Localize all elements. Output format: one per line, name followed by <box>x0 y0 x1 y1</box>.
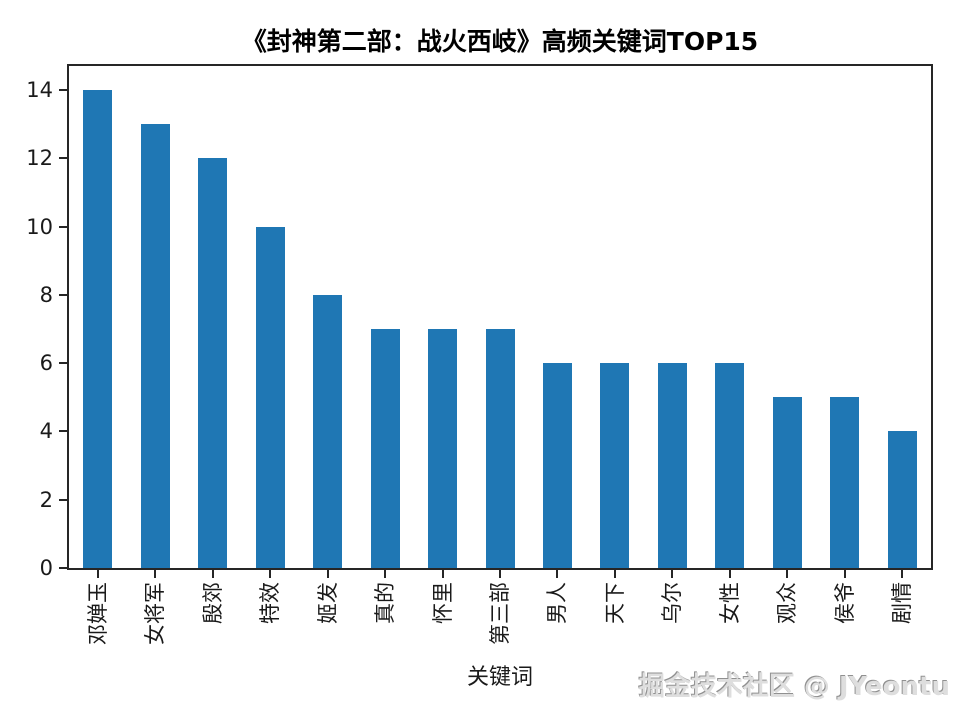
x-tick-label: 天下 <box>602 582 627 624</box>
x-tick-mark <box>786 570 789 578</box>
y-tick-mark <box>59 293 67 296</box>
y-tick-label: 6 <box>39 351 53 376</box>
bar <box>83 89 113 568</box>
x-tick-mark <box>269 570 272 578</box>
x-tick-mark <box>96 570 99 578</box>
y-tick-label: 12 <box>26 146 53 171</box>
x-tick-label: 观众 <box>775 582 800 624</box>
x-axis-label: 关键词 <box>466 665 533 690</box>
x-tick-label: 第三部 <box>488 582 512 645</box>
chart-title: 《封神第二部：战火西岐》高频关键词TOP15 <box>241 27 759 56</box>
bar <box>887 431 917 568</box>
x-tick-label: 男人 <box>545 582 570 624</box>
x-tick-mark <box>843 570 846 578</box>
y-tick-label: 4 <box>39 419 53 444</box>
x-tick-mark <box>901 570 904 578</box>
watermark: 掘金技术社区 @ JYeontu <box>638 672 950 702</box>
y-tick-label: 0 <box>39 556 53 580</box>
x-tick-mark <box>441 570 444 578</box>
bar <box>370 328 400 568</box>
y-tick-label: 10 <box>26 214 53 239</box>
bar <box>255 226 285 568</box>
bar <box>715 363 745 568</box>
x-tick-label: 殷郊 <box>200 582 225 624</box>
x-tick-label: 特效 <box>258 582 283 624</box>
x-tick-mark <box>384 570 387 578</box>
y-tick-mark <box>59 567 67 569</box>
x-tick-label: 真的 <box>373 582 398 624</box>
x-tick-mark <box>728 570 731 578</box>
y-tick-mark <box>59 362 67 365</box>
x-tick-label: 姬发 <box>315 582 340 624</box>
x-tick-mark <box>499 570 501 578</box>
y-tick-mark <box>59 430 67 433</box>
x-tick-mark <box>671 570 674 578</box>
y-tick-label: 8 <box>39 282 53 307</box>
bar <box>485 328 515 568</box>
x-tick-mark <box>556 570 559 578</box>
x-tick-label: 剧情 <box>890 582 915 624</box>
bar <box>657 363 687 568</box>
x-tick-label: 女将军 <box>143 582 168 645</box>
bar <box>830 397 860 568</box>
bar <box>542 363 572 568</box>
x-tick-mark <box>211 570 214 578</box>
bar <box>313 294 343 568</box>
bar <box>428 328 458 568</box>
x-tick-mark <box>154 570 157 578</box>
x-tick-mark <box>613 570 616 578</box>
y-tick-mark <box>59 225 67 228</box>
plot-area <box>67 64 933 570</box>
bar <box>600 363 630 568</box>
bar <box>772 397 802 568</box>
x-tick-label: 邓婵玉 <box>85 582 110 645</box>
x-tick-label: 乌尔 <box>660 582 685 624</box>
y-tick-label: 2 <box>39 487 53 512</box>
bar <box>140 124 170 568</box>
y-tick-label: 14 <box>26 77 53 102</box>
y-tick-mark <box>59 157 67 160</box>
y-tick-mark <box>59 88 67 91</box>
x-tick-label: 侯爷 <box>832 582 857 624</box>
x-tick-label: 女性 <box>717 582 742 624</box>
bar <box>198 158 228 568</box>
x-tick-label: 怀里 <box>430 582 455 624</box>
x-tick-mark <box>326 570 329 578</box>
y-tick-mark <box>59 498 67 501</box>
